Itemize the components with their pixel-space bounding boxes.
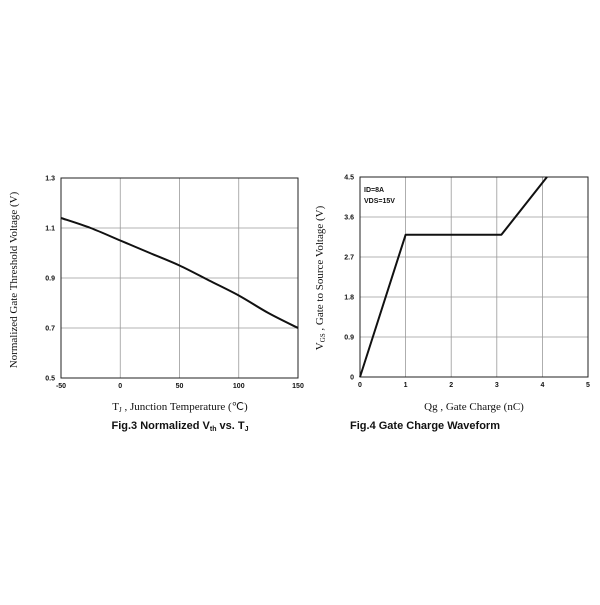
c2-y-tick-label: 3.6: [344, 215, 354, 222]
c1-y-tick-label: 0.5: [45, 376, 55, 383]
chart2-y-axis-title-rest: , Gate to Source Voltage (V): [314, 205, 326, 333]
c2-x-tick-label: 3: [495, 382, 499, 389]
chart2-caption: Fig.4 Gate Charge Waveform: [350, 420, 500, 432]
chart2-series-line: [359, 176, 548, 378]
chart1-tick-labels: -50 0 50 100 150 0.5 0.7 0.9 1.1 1.3: [45, 176, 304, 391]
c1-x-tick-label: 150: [292, 383, 304, 390]
chart2-y-axis-title-symbol: V: [314, 342, 326, 350]
c2-x-tick-label: 5: [586, 382, 590, 389]
chart1-x-axis-title-rest: , Junction Temperature (℃): [122, 401, 248, 413]
chart2-plot-frame: [359, 176, 589, 378]
c1-y-tick-label: 1.1: [45, 226, 55, 233]
c1-y-tick-label: 0.7: [45, 326, 55, 333]
c1-y-tick-label: 0.9: [45, 276, 55, 283]
c2-x-tick-label: 4: [540, 382, 544, 389]
c1-x-tick-label: 50: [176, 383, 184, 390]
c2-x-tick-label: 0: [358, 382, 362, 389]
chart1-caption-rest: vs. T: [217, 420, 245, 432]
chart1-x-axis-title-subscript: J: [119, 406, 122, 414]
c2-y-tick-label: 4.5: [344, 175, 354, 182]
chart-gate-charge: 0 1 2 3 4 5 0 0.9 1.8 2.7 3.6 4.5 ID=8A VDS=15V VGS…: [314, 175, 590, 433]
chart1-x-axis-title-symbol: T: [112, 401, 119, 413]
c2-y-tick-label: 0: [350, 375, 354, 382]
chart1-plot-frame: [60, 177, 299, 379]
chart1-caption-main: Fig.3 Normalized V: [111, 420, 210, 432]
chart2-annotation-vds: VDS=15V: [364, 198, 395, 205]
chart2-x-axis-title: Qg , Gate Charge (nC): [424, 401, 524, 413]
c2-x-tick-label: 2: [449, 382, 453, 389]
chart-normalized-vth: -50 0 50 100 150 0.5 0.7 0.9 1.1 1.3 Normalized G…: [8, 176, 304, 434]
c1-x-tick-label: 0: [118, 383, 122, 390]
chart2-y-axis-title-subscript: GS: [319, 333, 327, 342]
chart1-caption: Fig.3 Normalized Vth vs. TJ: [111, 420, 248, 433]
chart1-caption-subscript-2: J: [245, 426, 249, 433]
c1-x-tick-label: -50: [56, 383, 66, 390]
c2-y-tick-label: 1.8: [344, 295, 354, 302]
chart2-y-axis-title: VGS , Gate to Source Voltage (V): [314, 205, 327, 350]
c2-x-tick-label: 1: [404, 382, 408, 389]
chart1-caption-subscript: th: [210, 426, 217, 433]
chart1-y-axis-title: Normalized Gate Threshold Voltage (V): [8, 191, 20, 368]
c2-y-tick-label: 2.7: [344, 255, 354, 262]
chart1-x-axis-title: TJ , Junction Temperature (℃): [112, 401, 248, 414]
chart1-series-line: [60, 217, 299, 329]
c1-x-tick-label: 100: [233, 383, 245, 390]
chart2-tick-labels: 0 1 2 3 4 5 0 0.9 1.8 2.7 3.6 4.5: [344, 175, 590, 390]
chart1-gridlines: [60, 177, 299, 379]
c1-y-tick-label: 1.3: [45, 176, 55, 183]
c2-y-tick-label: 0.9: [344, 335, 354, 342]
chart2-gridlines: [359, 176, 589, 378]
chart2-annotation-id: ID=8A: [364, 187, 384, 194]
